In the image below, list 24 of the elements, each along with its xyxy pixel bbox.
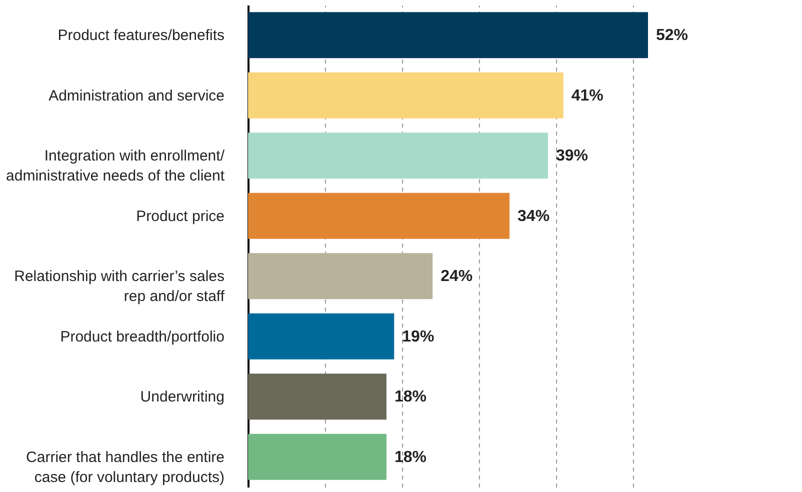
y-tick-label: Carrier that handles the entire case (for voluntary products) (26, 448, 225, 486)
data-label: 41% (571, 87, 604, 104)
data-label: 52% (656, 27, 688, 44)
bar (248, 192, 510, 239)
data-label: 24% (440, 268, 473, 286)
bar (248, 374, 386, 420)
bar (248, 132, 548, 179)
y-tick-label: Product features/benefits (58, 27, 224, 44)
bar (248, 72, 564, 118)
y-tick-label: Underwriting (140, 388, 224, 406)
bar (248, 313, 394, 360)
y-tick-label: Relationship with carrier’s sales rep and/or staff (14, 268, 226, 306)
y-tick-label: Integration with enrollment/ administrative needs of the client (6, 148, 226, 185)
bar (248, 253, 433, 300)
y-tick-label: Product price (136, 208, 224, 225)
bar (248, 12, 648, 58)
bar (248, 434, 386, 480)
y-tick-label: Administration and service (48, 87, 224, 104)
data-label: 19% (402, 328, 434, 346)
data-label: 18% (394, 448, 426, 466)
data-label: 18% (394, 388, 426, 406)
data-label: 39% (556, 148, 588, 165)
data-label: 34% (518, 208, 550, 225)
y-tick-label: Product breadth/portfolio (60, 328, 224, 346)
